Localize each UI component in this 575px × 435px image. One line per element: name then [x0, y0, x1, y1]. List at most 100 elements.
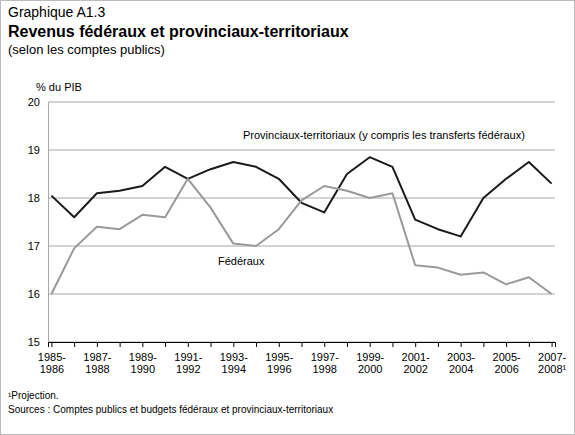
x-tick-label-line: 2001- [402, 351, 430, 363]
x-tick-label-line: 1995- [265, 351, 293, 363]
x-tick [256, 342, 257, 347]
grid [48, 102, 555, 342]
x-tick: 1991-1992 [174, 342, 202, 375]
x-tick-label-line: 2006 [494, 363, 518, 375]
x-tick-label: 1991-1992 [174, 351, 202, 376]
x-axis-line [49, 343, 556, 348]
grid-line [48, 198, 555, 199]
x-tick [165, 342, 166, 347]
x-tick-label-line: 1994 [222, 363, 246, 375]
x-axis: 1985-1986 1987-1988 1989-1990 1991-1992 1993… [38, 342, 567, 375]
x-tick-label-line: 1986 [40, 363, 64, 375]
x-tick-label-line: 1991- [174, 351, 202, 363]
x-tick-label: 2003-2004 [447, 351, 475, 376]
x-tick-mark [438, 342, 439, 347]
x-tick-label-line: 1999- [356, 351, 384, 363]
x-tick-mark [165, 342, 166, 347]
x-tick-mark [529, 342, 530, 347]
series-label: Provinciaux-territoriaux (y compris les … [243, 129, 525, 141]
note: ¹Projection. [8, 390, 59, 401]
x-tick-label: 1995-1996 [265, 351, 293, 376]
x-tick-label: 1997-1998 [311, 351, 339, 376]
x-tick-mark [256, 342, 257, 347]
x-tick-mark [324, 342, 325, 347]
y-tick: 16 [28, 288, 48, 300]
x-tick: 1989-1990 [129, 342, 157, 375]
x-tick-mark [211, 342, 212, 347]
grid-line [48, 102, 555, 103]
x-tick-mark [461, 342, 462, 347]
figure-number: Graphique A1.3 [8, 4, 106, 20]
y-tick-label: 16 [28, 288, 40, 300]
frame [1, 1, 575, 435]
x-tick [438, 342, 439, 347]
y-tick-label: 18 [28, 192, 40, 204]
series-line [51, 179, 551, 294]
plot: 1516171819201985-19861987-19881989-19901… [28, 96, 567, 375]
x-tick: 1987-1988 [83, 342, 111, 375]
x-tick [120, 342, 121, 347]
grid-line [48, 150, 555, 151]
x-tick-label: 1993-1994 [220, 351, 248, 376]
x-tick-label-line: 1993- [220, 351, 248, 363]
x-tick-label-line: 2000 [358, 363, 382, 375]
lines [51, 157, 551, 294]
x-tick [529, 342, 530, 347]
x-tick-label: 2005-2006 [493, 351, 521, 376]
x-tick: 2003-2004 [447, 342, 475, 375]
x-tick [211, 342, 212, 347]
x-tick-label-line: 2007- [538, 351, 566, 363]
x-tick-mark [370, 342, 371, 347]
x-tick-mark [415, 342, 416, 347]
x-tick-label-line: 1987- [83, 351, 111, 363]
x-tick-mark [392, 342, 393, 347]
x-tick-label: 2001-2002 [402, 351, 430, 376]
x-tick: 2007-2008¹ [538, 342, 566, 375]
x-tick: 2001-2002 [402, 342, 430, 375]
y-tick: 20 [28, 96, 48, 108]
x-tick-label-line: 2002 [403, 363, 427, 375]
x-tick-label: 1989-1990 [129, 351, 157, 376]
x-tick: 2005-2006 [493, 342, 521, 375]
x-tick-label: 1999-2000 [356, 351, 384, 376]
x-tick: 1993-1994 [220, 342, 248, 375]
x-tick-mark [483, 342, 484, 347]
chart: Graphique A1.3 Revenus fédéraux et provin… [0, 0, 575, 435]
x-tick: 1999-2000 [356, 342, 384, 375]
x-tick-mark [51, 342, 52, 347]
x-tick-mark [74, 342, 75, 347]
x-tick-mark [279, 342, 280, 347]
x-tick [392, 342, 393, 347]
y-tick-label: 15 [28, 336, 40, 348]
x-tick [302, 342, 303, 347]
y-tick: 18 [28, 192, 48, 204]
x-tick-mark [188, 342, 189, 347]
series-label: Fédéraux [218, 255, 265, 267]
x-tick-label: 1985-1986 [38, 351, 66, 376]
grid-line [48, 294, 555, 295]
y-tick: 19 [28, 144, 48, 156]
x-tick-label-line: 1992 [176, 363, 200, 375]
x-tick-label: 2007-2008¹ [538, 351, 566, 376]
y-tick: 15 [28, 336, 48, 348]
x-tick-mark [142, 342, 143, 347]
x-tick: 1995-1996 [265, 342, 293, 375]
x-tick-label-line: 2004 [449, 363, 473, 375]
y-axis-line [48, 103, 49, 343]
x-tick: 1997-1998 [311, 342, 339, 375]
y-axis: 15 16 17 18 19 20 [28, 96, 49, 348]
x-tick-label-line: 1989- [129, 351, 157, 363]
grid-line [48, 246, 555, 247]
x-tick-label-line: 1990 [131, 363, 155, 375]
x-tick-label-line: 2003- [447, 351, 475, 363]
y-tick-label: 17 [28, 240, 40, 252]
title: Revenus fédéraux et provinciaux-territor… [8, 23, 349, 40]
x-tick-label-line: 1998 [312, 363, 336, 375]
x-tick-mark [347, 342, 348, 347]
x-tick [347, 342, 348, 347]
x-tick-label-line: 1996 [267, 363, 291, 375]
x-tick [74, 342, 75, 347]
x-tick: 1985-1986 [38, 342, 66, 375]
note: Sources : Comptes publics et budgets féd… [8, 404, 333, 415]
y-tick: 17 [28, 240, 48, 252]
